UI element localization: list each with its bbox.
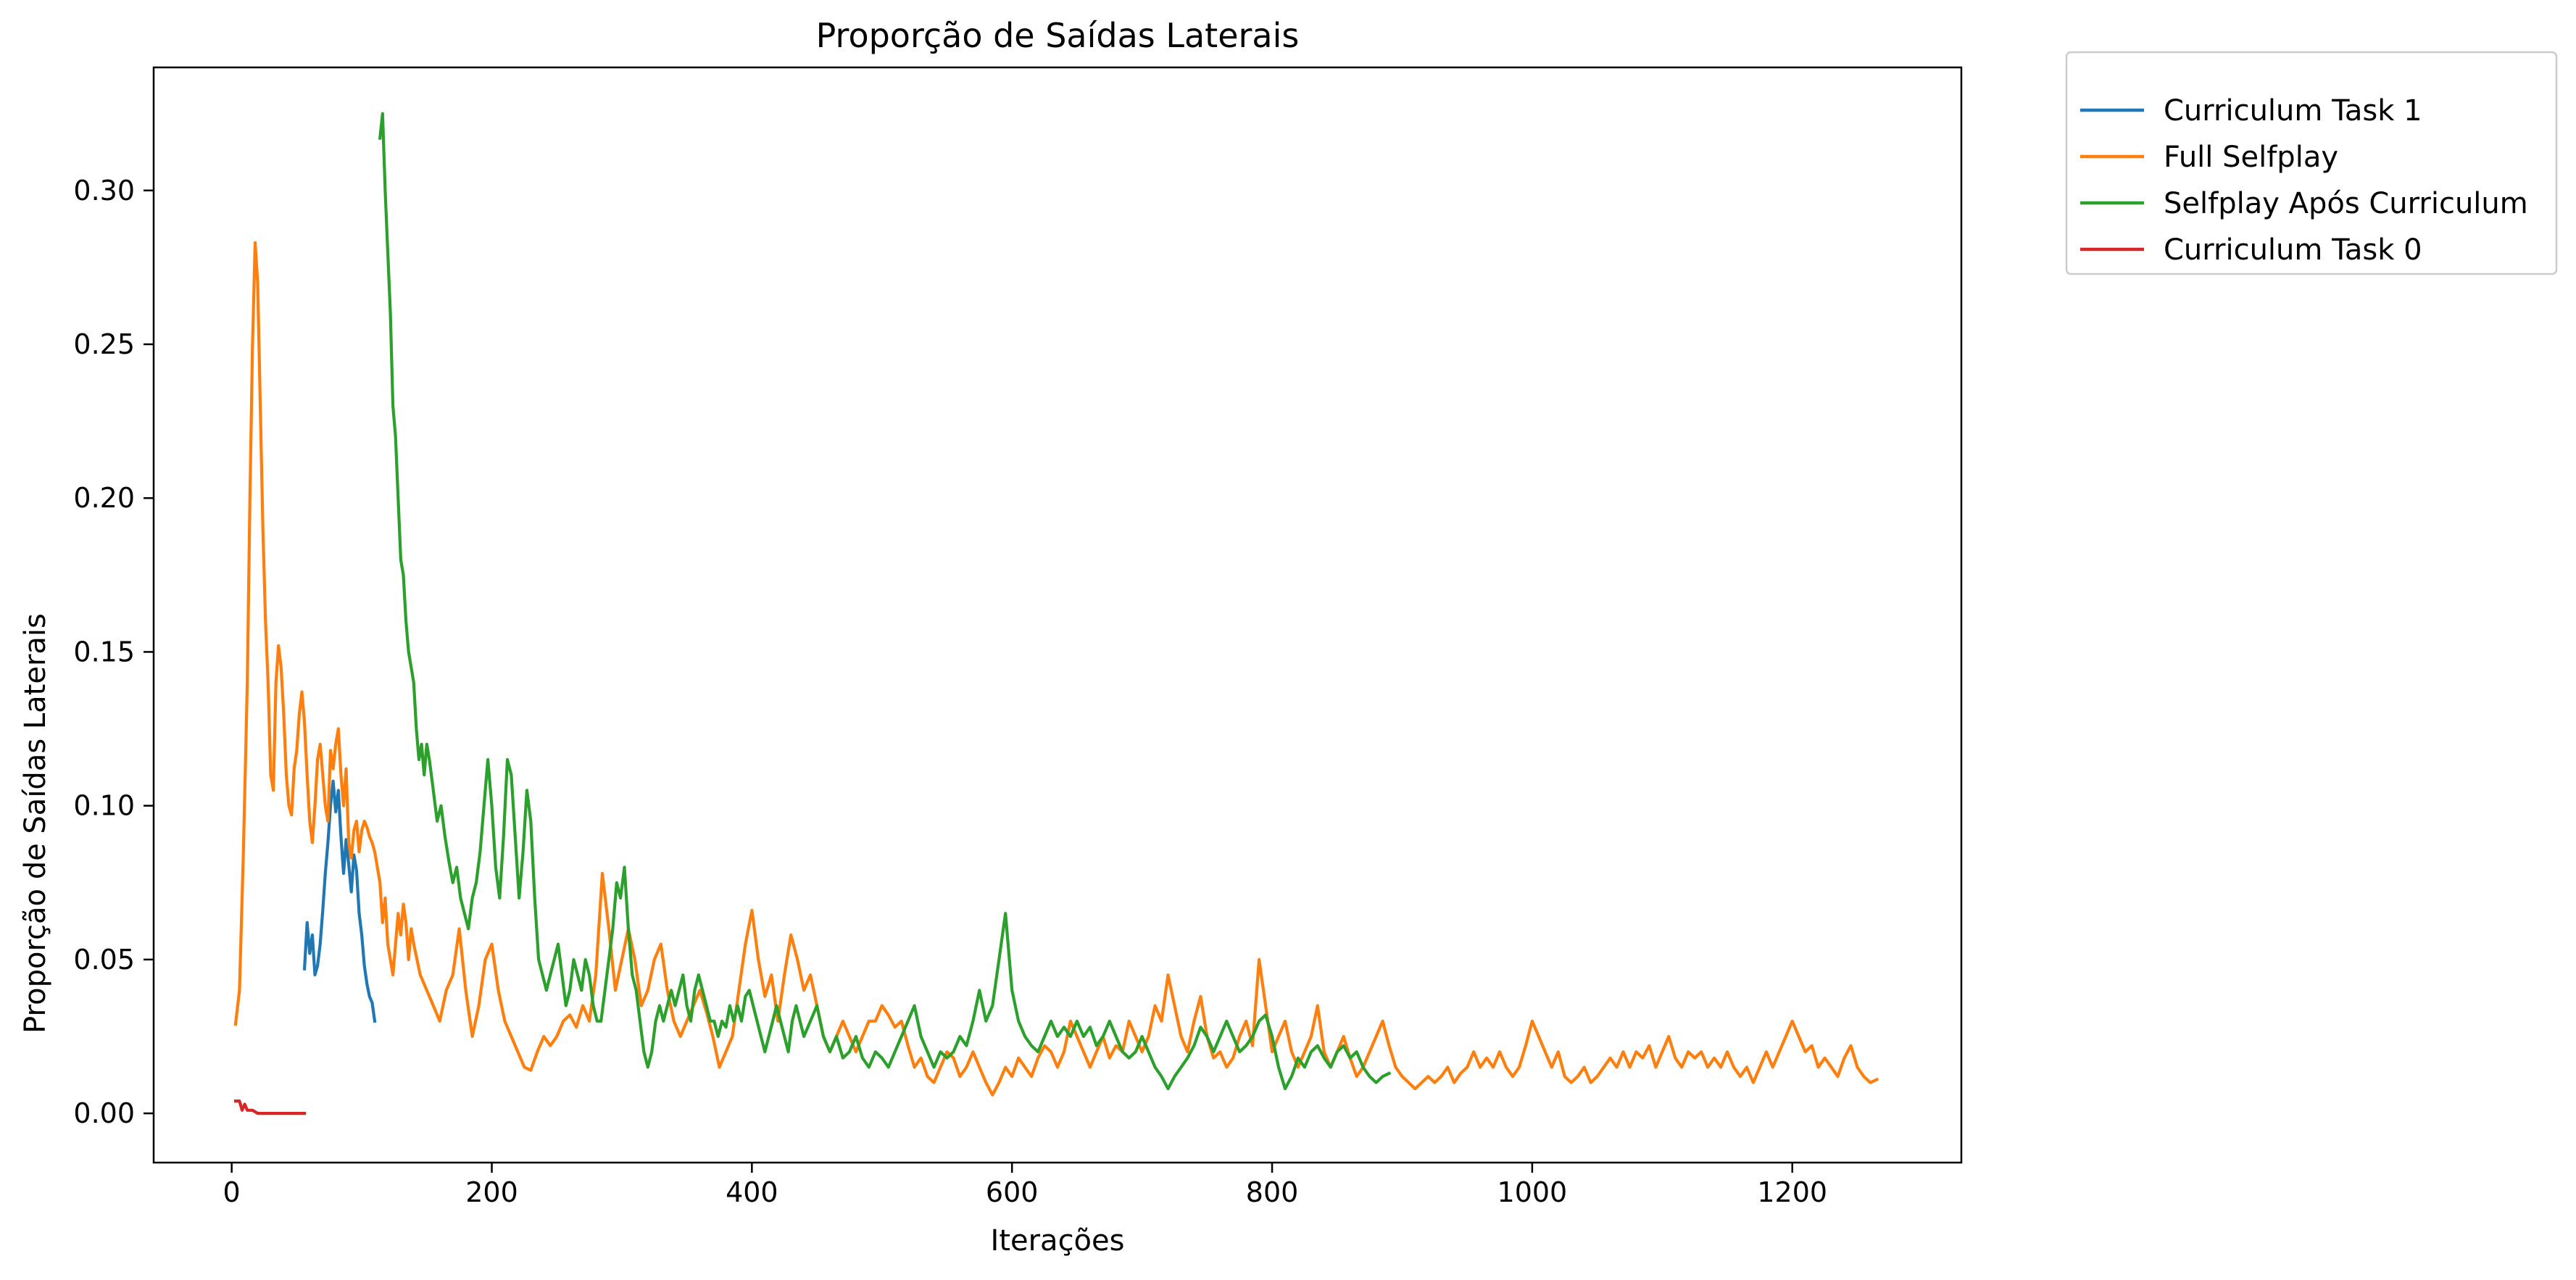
x-tick-label: 200: [465, 1176, 518, 1208]
series-line-2: [233, 241, 1879, 1097]
y-tick-label: 0.30: [73, 175, 135, 207]
y-axis: 0.00 0.05 0.10 0.15 0.20 0.25 0.30: [73, 175, 154, 1129]
legend-label: Curriculum Task 0: [2164, 233, 2422, 267]
x-axis-label: Iterações: [991, 1224, 1125, 1258]
plot-area: 0 200 400 600 800 1000 1200 0.000.050.100.150.…: [73, 66, 1963, 1208]
x-tick-label: 1000: [1497, 1176, 1568, 1208]
y-tick-label: 0.20: [73, 482, 135, 514]
legend: Curriculum Task 1 Full Selfplay Selfplay A…: [2065, 51, 2558, 275]
chart-title: Proporção de Saídas Laterais: [816, 16, 1300, 55]
x-axis: 0 200 400 600 800 1000 1200: [223, 1163, 1827, 1208]
x-tick-label: 400: [726, 1176, 778, 1208]
legend-frame: [2065, 51, 2558, 275]
y-tick-label: 0.10: [73, 790, 135, 822]
y-axis-label: Proporção de Saídas Laterais: [19, 613, 52, 1034]
x-tick-label: 1200: [1757, 1176, 1827, 1208]
plot-frame: [152, 66, 1963, 1164]
series-line-4: [233, 1100, 307, 1115]
series-line-1: [302, 779, 377, 1023]
y-tick-label: 0.15: [73, 636, 135, 668]
x-tick-label: 0: [223, 1176, 241, 1208]
y-tick-label: 0.05: [73, 944, 135, 976]
y-tick-label: 0.25: [73, 328, 135, 360]
series-line-3: [378, 112, 1392, 1091]
y-tick-label: 0.00: [73, 1097, 135, 1129]
series-lines: [233, 112, 1879, 1115]
legend-label: Curriculum Task 1: [2164, 94, 2422, 128]
legend-label: Full Selfplay: [2164, 141, 2338, 174]
x-tick-label: 600: [986, 1176, 1039, 1208]
x-tick-label: 800: [1246, 1176, 1299, 1208]
legend-label: Selfplay Após Curriculum: [2164, 187, 2528, 220]
